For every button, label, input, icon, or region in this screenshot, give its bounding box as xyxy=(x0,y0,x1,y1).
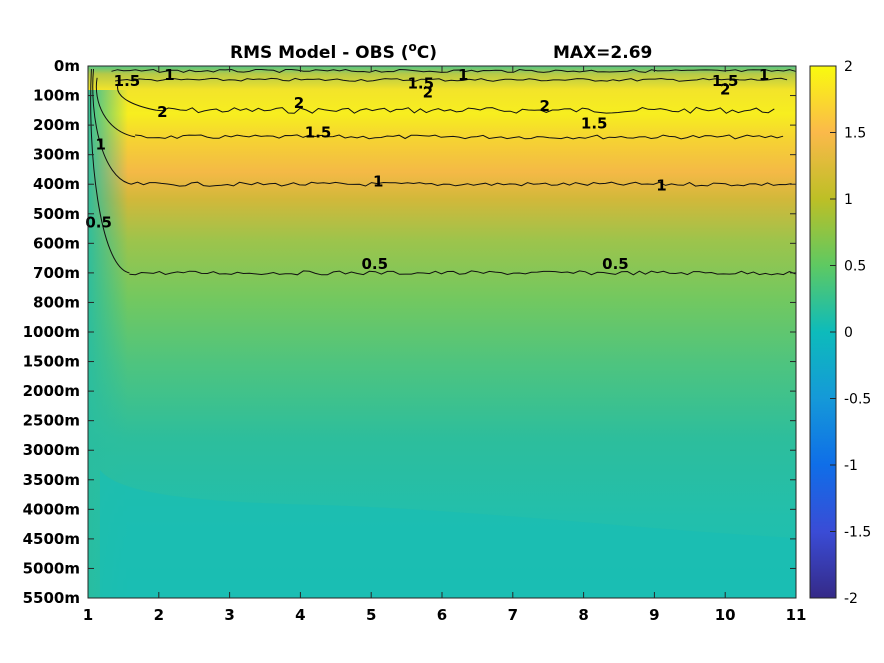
chart-title: RMS Model - OBS (oC) xyxy=(230,40,437,63)
deep-region xyxy=(100,470,796,598)
contour-line-1 xyxy=(131,181,792,187)
x-tick-label: 8 xyxy=(578,606,588,624)
x-tick-label: 1 xyxy=(83,606,93,624)
y-tick-label: 5000m xyxy=(23,559,80,577)
y-tick-label: 700m xyxy=(33,264,80,282)
x-tick-label: 5 xyxy=(366,606,376,624)
contour-label: 1 xyxy=(373,172,383,190)
y-tick-label: 5500m xyxy=(23,589,80,607)
contour-label: 1.5 xyxy=(407,75,434,93)
y-tick-label: 200m xyxy=(33,116,80,134)
contour-label: 2 xyxy=(157,103,167,121)
contour-label: 1 xyxy=(759,66,769,84)
y-tick-label: 400m xyxy=(33,175,80,193)
colorbar-tick-label: -1.5 xyxy=(844,525,871,541)
colorbar-tick-label: 2 xyxy=(844,59,853,75)
contour-line-1.5-upper xyxy=(115,77,788,82)
contour-line-2-edge xyxy=(117,83,157,111)
contour-label: 1 xyxy=(96,135,106,153)
y-tick-label: 800m xyxy=(33,293,80,311)
contour-label: 1 xyxy=(656,177,666,195)
x-tick-label: 7 xyxy=(508,606,518,624)
contour-label: 1.5 xyxy=(712,72,739,90)
contour-line-1-edge xyxy=(92,68,132,185)
contour-label: 0.5 xyxy=(361,255,388,273)
y-tick-label: 1500m xyxy=(23,353,80,371)
contour-label: 2 xyxy=(423,84,433,102)
colorbar-tick-label: -0.5 xyxy=(844,392,871,408)
y-tick-label: 4500m xyxy=(23,530,80,548)
contour-line-1-upper xyxy=(111,68,796,74)
colorbar-tick-label: 0.5 xyxy=(844,259,866,275)
contour-lines xyxy=(90,68,796,276)
colorbar-tick-label: -1 xyxy=(844,458,858,474)
x-tick-label: 6 xyxy=(437,606,447,624)
y-tick-label: 4000m xyxy=(23,500,80,518)
title-unit-superscript: o xyxy=(409,40,417,54)
contour-line-1.5-edge xyxy=(95,77,136,138)
x-tick-label: 2 xyxy=(154,606,164,624)
y-tick-label: 300m xyxy=(33,146,80,164)
y-tick-label: 500m xyxy=(33,205,80,223)
x-tick-label: 10 xyxy=(715,606,736,624)
contour-line-0.5 xyxy=(129,270,796,276)
x-tick-label: 11 xyxy=(786,606,807,624)
contour-label: 2 xyxy=(294,94,304,112)
contour-label: 0.5 xyxy=(602,255,629,273)
y-tick-label: 600m xyxy=(33,234,80,252)
y-tick-label: 1000m xyxy=(23,323,80,341)
contour-label: 1.5 xyxy=(581,115,608,133)
chart-max-label: MAX=2.69 xyxy=(553,43,652,63)
contour-label: 1.5 xyxy=(305,124,332,142)
y-tick-label: 0m xyxy=(54,57,80,75)
y-tick-label: 2000m xyxy=(23,382,80,400)
y-tick-label: 2500m xyxy=(23,412,80,430)
x-tick-label: 3 xyxy=(224,606,234,624)
contour-label: 2 xyxy=(720,81,730,99)
y-axis: 0m 100m 200m 300m 400m 500m 600m 700m 800m 1000m 1… xyxy=(23,57,796,607)
contour-label: 1 xyxy=(458,66,468,84)
contour-label: 2 xyxy=(539,97,549,115)
plot-area xyxy=(88,66,796,598)
contour-label: 1.5 xyxy=(114,72,141,90)
contour-label: 0.5 xyxy=(85,214,112,232)
contour-line-1.5 xyxy=(135,134,784,140)
x-tick-label: 4 xyxy=(295,606,305,624)
colorbar-tick-label: -2 xyxy=(844,591,858,607)
contour-line-0.5-edge xyxy=(90,68,130,274)
contour-label: 1 xyxy=(164,66,174,84)
x-axis: 1 2 3 4 5 6 7 8 9 10 11 xyxy=(83,66,807,624)
colorbar-tick-label: 1 xyxy=(844,192,853,208)
x-tick-label: 9 xyxy=(649,606,659,624)
y-tick-label: 3000m xyxy=(23,441,80,459)
colorbar-tick-label: 1.5 xyxy=(844,126,866,142)
y-tick-label: 3500m xyxy=(23,471,80,489)
contour-line-2 xyxy=(156,106,775,114)
colorbar-tick-label: 0 xyxy=(844,325,853,341)
colorbar: 2 1.5 1 0.5 0 -0.5 -1 -1.5 -2 xyxy=(809,59,871,607)
y-tick-label: 100m xyxy=(33,87,80,105)
colorbar-ticks: 2 1.5 1 0.5 0 -0.5 -1 -1.5 -2 xyxy=(830,59,871,607)
